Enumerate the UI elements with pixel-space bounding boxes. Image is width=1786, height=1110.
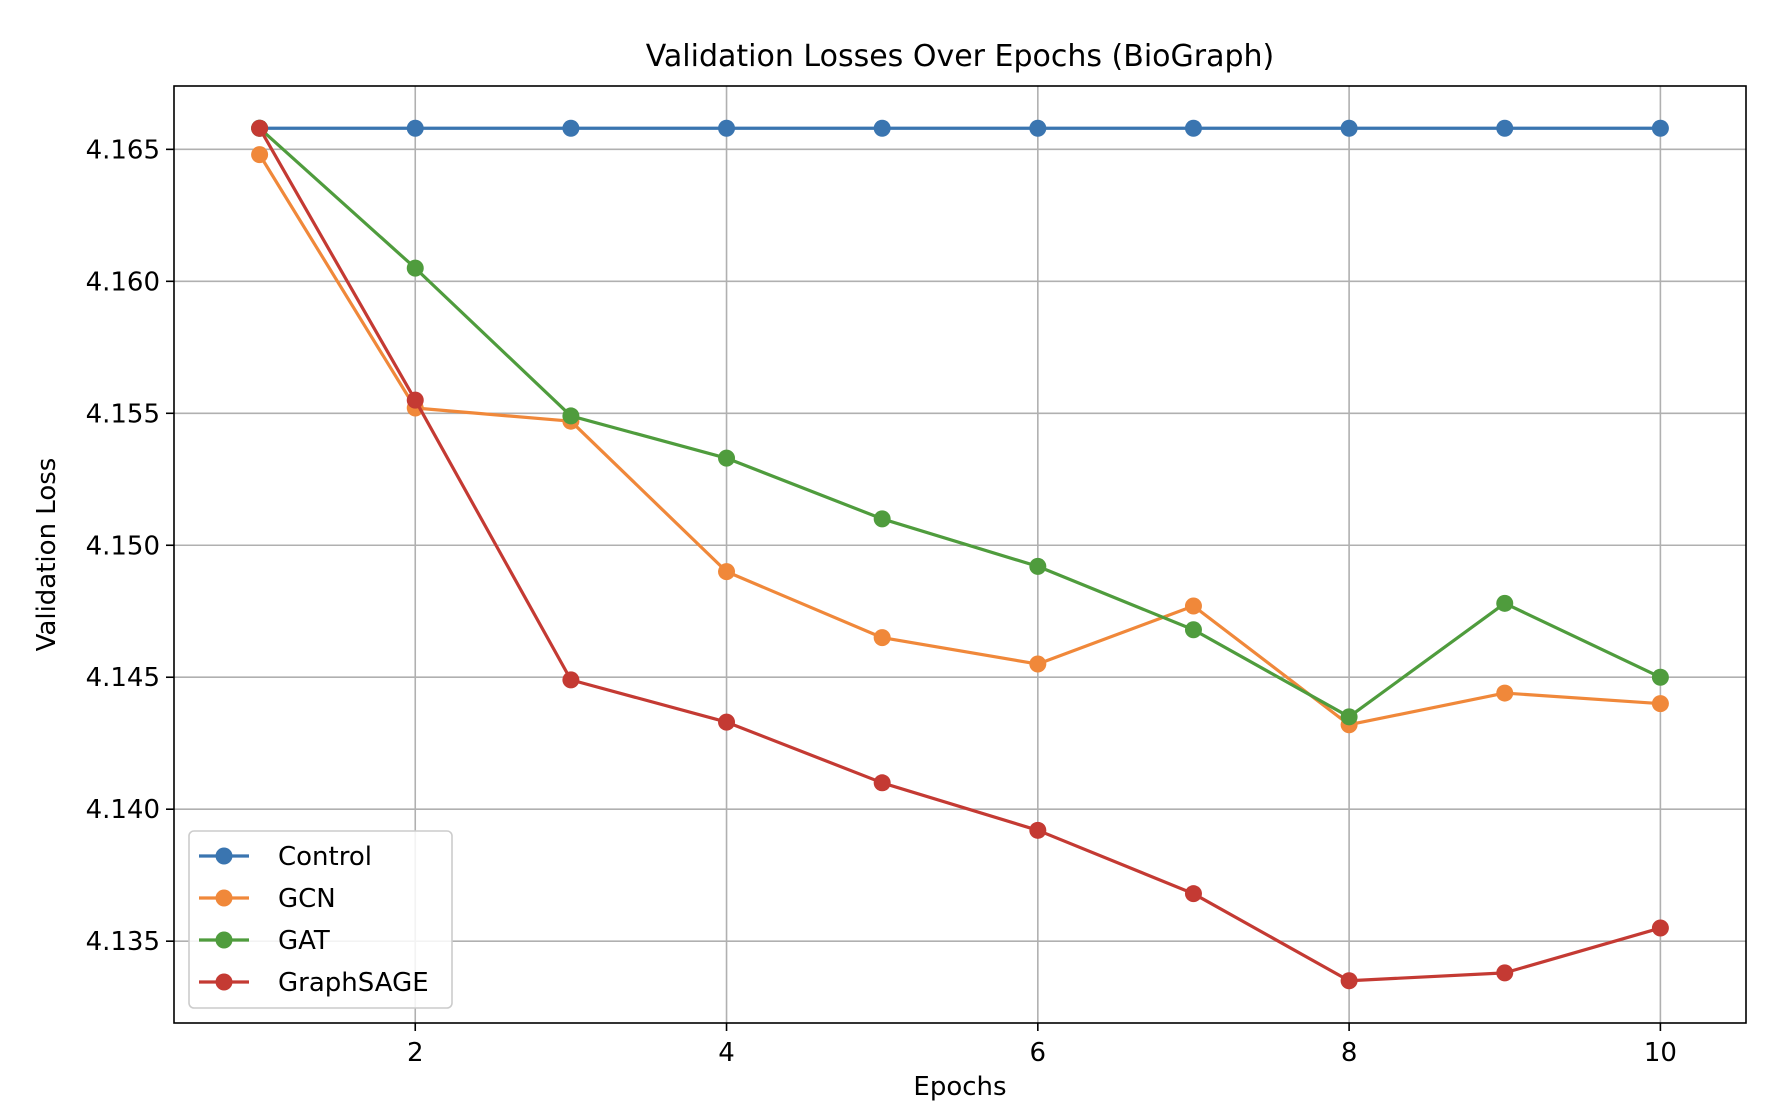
data-point-control [562, 119, 580, 137]
x-tick-label: 10 [1644, 1038, 1677, 1068]
data-point-graphsage [251, 119, 269, 137]
data-point-gcn [1029, 655, 1047, 673]
data-point-gcn [1651, 695, 1669, 713]
data-point-control [1184, 119, 1202, 137]
data-point-gat [1184, 621, 1202, 639]
data-point-gcn [873, 629, 891, 647]
series-layer [251, 119, 1669, 990]
data-point-graphsage [1184, 885, 1202, 903]
y-tick-label: 4.165 [86, 135, 160, 165]
data-point-gat [1651, 668, 1669, 686]
data-point-gat [562, 407, 580, 425]
data-point-control [406, 119, 424, 137]
data-point-gat [1029, 557, 1047, 575]
data-point-control [718, 119, 736, 137]
data-point-graphsage [406, 391, 424, 409]
legend-item-graphsage: GraphSAGE [199, 968, 429, 998]
legend-label: GraphSAGE [278, 968, 429, 998]
y-tick-label: 4.150 [86, 531, 160, 561]
data-point-control [873, 119, 891, 137]
data-point-control [1651, 119, 1669, 137]
ticks: 2 4 6 8 10 4.135 4.140 4.145 4.150 4.155 4.160 4.16… [86, 135, 1677, 1068]
data-point-gcn [1184, 597, 1202, 615]
legend-item-control: Control [199, 842, 372, 872]
data-point-graphsage [1496, 964, 1514, 982]
chart-title: Validation Losses Over Epochs (BioGraph) [646, 39, 1275, 74]
y-axis-label: Validation Loss [32, 458, 62, 652]
legend-label: Control [278, 842, 372, 872]
data-point-gat [406, 259, 424, 277]
x-tick-label: 2 [407, 1038, 424, 1068]
y-tick-label: 4.160 [86, 267, 160, 297]
data-point-gcn [718, 563, 736, 581]
data-point-graphsage [718, 713, 736, 731]
series-line-gat [258, 127, 1662, 719]
data-point-graphsage [873, 774, 891, 792]
data-point-control [1029, 119, 1047, 137]
plot-frame [173, 85, 1747, 1024]
data-point-graphsage [1029, 821, 1047, 839]
series-graphsage [251, 119, 1669, 990]
legend-swatch-marker [215, 931, 233, 949]
y-tick-label: 4.145 [86, 663, 160, 693]
data-point-gat [1496, 594, 1514, 612]
data-point-graphsage [1340, 972, 1358, 990]
legend-item-gcn: GCN [199, 884, 336, 914]
x-axis-label: Epochs [913, 1072, 1006, 1102]
legend-swatch-marker [215, 889, 233, 907]
legend-label: GCN [278, 884, 336, 914]
legend-label: GAT [278, 926, 330, 956]
legend: Control GCN GAT GraphSAGE [188, 830, 453, 1009]
series-gcn [251, 146, 1669, 734]
legend-item-gat: GAT [199, 926, 330, 956]
data-point-gat [1340, 708, 1358, 726]
legend-swatch-marker [215, 973, 233, 991]
x-tick-label: 6 [1030, 1038, 1047, 1068]
y-tick-label: 4.135 [86, 927, 160, 957]
data-point-control [1340, 119, 1358, 137]
data-point-gcn [1496, 684, 1514, 702]
legend-swatch-marker [215, 847, 233, 865]
data-point-gat [873, 510, 891, 528]
legend-box [188, 830, 453, 1009]
series-gat [251, 119, 1669, 726]
data-point-control [1496, 119, 1514, 137]
series-line-graphsage [258, 127, 1661, 983]
series-control [251, 119, 1669, 137]
x-tick-label: 8 [1341, 1038, 1358, 1068]
series-line-gcn [258, 153, 1661, 727]
data-point-graphsage [1651, 919, 1669, 937]
y-tick-label: 4.155 [86, 399, 160, 429]
data-point-gat [718, 449, 736, 467]
data-point-gcn [251, 146, 269, 164]
y-tick-label: 4.140 [86, 795, 160, 825]
data-point-graphsage [562, 671, 580, 689]
x-tick-label: 4 [718, 1038, 735, 1068]
